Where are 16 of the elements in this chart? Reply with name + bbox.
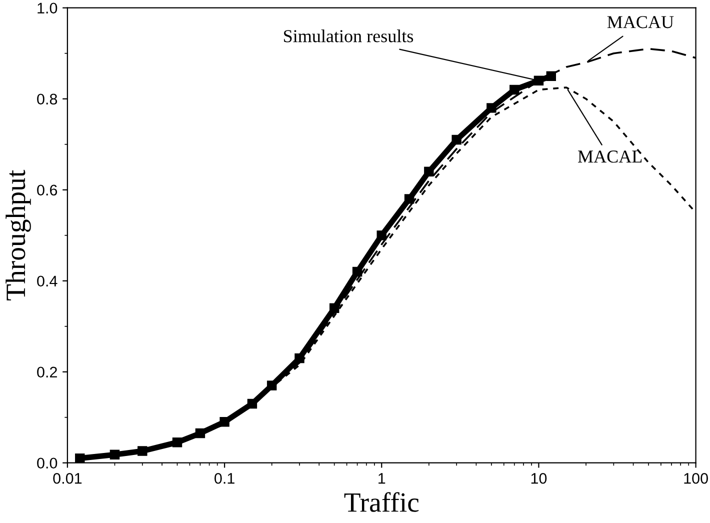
x-tick-label: 1: [378, 473, 386, 484]
y-tick-label: 0.6: [37, 184, 58, 196]
text: Simulation results: [284, 30, 414, 42]
x-tick-label: 0.1: [214, 472, 234, 484]
y-tick-label: 0.0: [37, 458, 58, 469]
x-tick-label: 0.01: [53, 472, 82, 484]
y-tick-label: 0.8: [37, 94, 58, 105]
x-tick-label: 10: [531, 472, 547, 484]
x-tick-label: 100: [684, 472, 708, 484]
y-axis-title: Throughput: [6, 170, 31, 300]
y-tick-label: 0.4: [37, 276, 58, 287]
x-axis-title: Traffic: [344, 492, 419, 512]
y-tick-label: 1.0: [38, 2, 58, 14]
series-label: MACAU: [607, 16, 674, 28]
y-tick-label: 0.2: [37, 366, 57, 378]
series-label: MACAL: [578, 150, 642, 163]
